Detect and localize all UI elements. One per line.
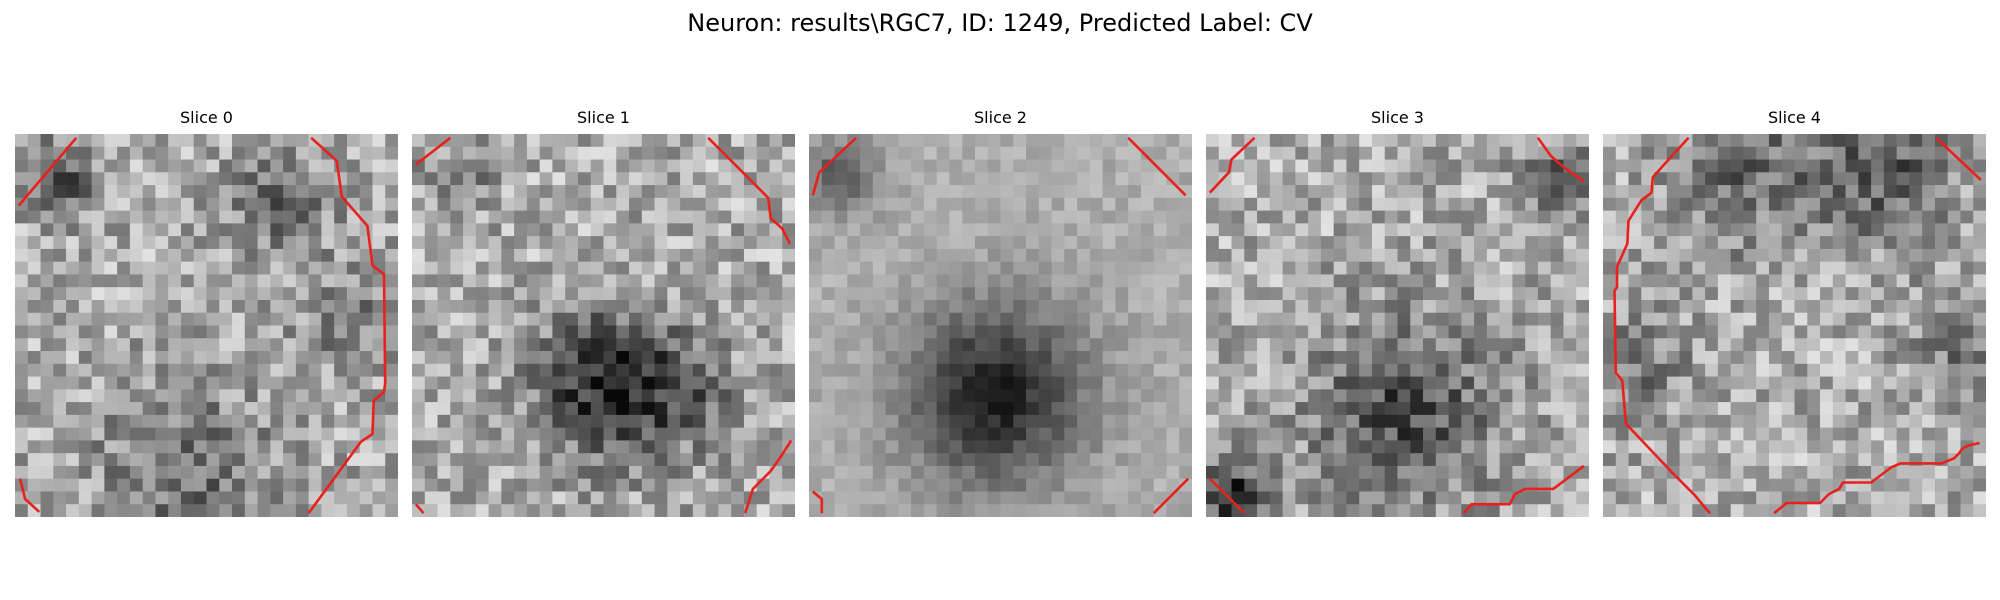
contour-line <box>1208 477 1246 515</box>
contour-line <box>743 439 793 514</box>
contour-line <box>17 136 78 207</box>
contour-line <box>811 136 858 196</box>
contour-line <box>1773 441 1980 515</box>
slice-title: Slice 4 <box>1768 108 1821 127</box>
slice-title: Slice 2 <box>974 108 1027 127</box>
contour-line <box>707 136 792 245</box>
figure-title: Neuron: results\RGC7, ID: 1249, Predicte… <box>687 9 1313 37</box>
contour-line <box>1127 136 1187 197</box>
slice-title: Slice 1 <box>577 108 630 127</box>
contour-line <box>18 478 41 513</box>
contour-line <box>1462 464 1585 515</box>
contour-line <box>1208 136 1256 194</box>
contour-line <box>415 136 452 166</box>
slice-image <box>412 134 795 517</box>
contour-line <box>307 136 387 514</box>
slice-image <box>1206 134 1589 517</box>
contour-line <box>1152 477 1190 515</box>
contour-line <box>1935 136 1982 181</box>
slice-title: Slice 0 <box>180 108 233 127</box>
slice-title: Slice 3 <box>1371 108 1424 127</box>
contour-line <box>1536 137 1585 183</box>
contour-line <box>811 490 824 514</box>
slice-image <box>809 134 1192 517</box>
slice-image <box>15 134 398 517</box>
contour-line <box>1613 136 1712 515</box>
contour-line <box>414 503 425 515</box>
slice-image <box>1603 134 1986 517</box>
